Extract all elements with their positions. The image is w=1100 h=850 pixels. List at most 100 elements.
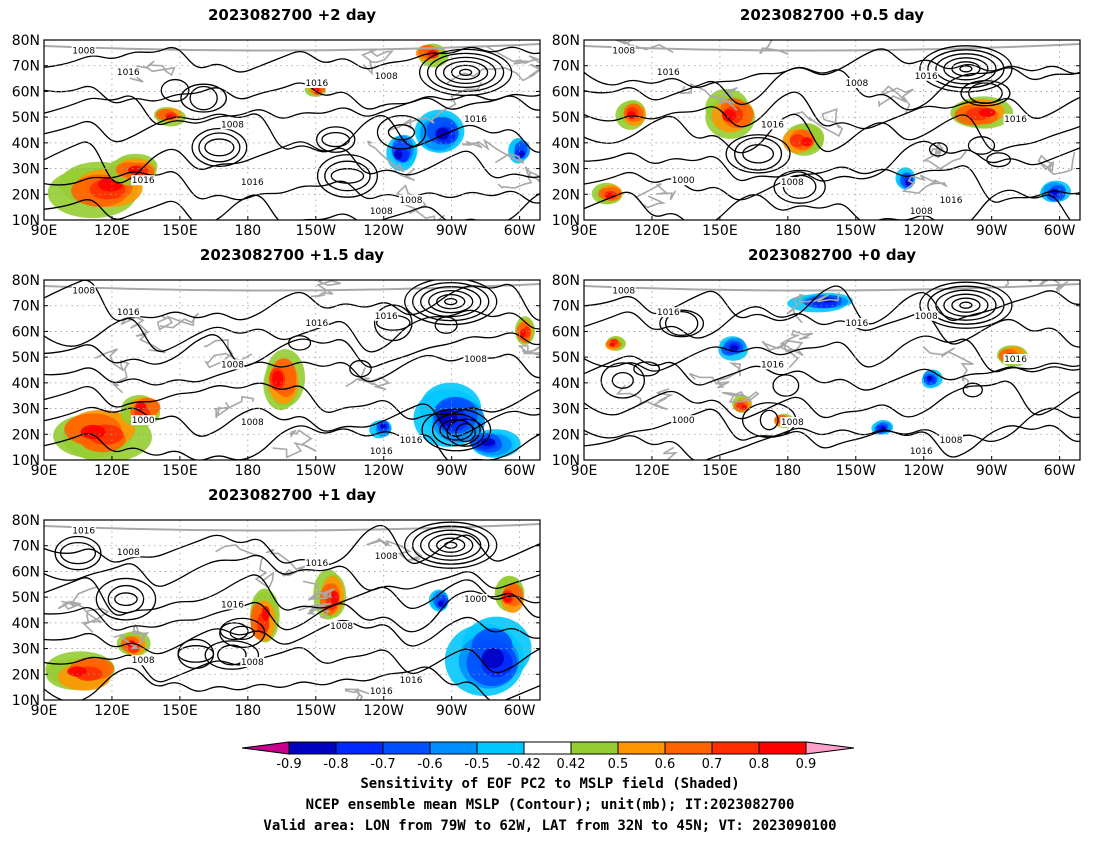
contour-label: 1016: [910, 447, 933, 457]
lat-tick-label: 20N: [552, 427, 580, 443]
lon-tick-label: 90E: [31, 463, 58, 479]
contour-label-bg: [611, 45, 636, 56]
contour-label: 1016: [657, 68, 680, 78]
map-frame: [583, 39, 1081, 221]
lon-tick-label: 120W: [363, 463, 404, 479]
colorbar-label: 0.7: [702, 757, 723, 772]
lat-tick-label: 30N: [12, 402, 40, 418]
shading-patch: [1050, 188, 1059, 196]
isobar: [959, 301, 973, 309]
colorbar-segment: [382, 741, 431, 755]
contour-label-bg: [399, 435, 424, 445]
isobar: [219, 617, 266, 648]
colorbar-segment: [335, 741, 384, 755]
map-content: 1008 1016 1016 1016 1008 1008 1000 1016 1016 1008: [44, 280, 540, 460]
shading-patch: [926, 375, 933, 381]
isobar: [421, 408, 492, 452]
contour-label-bg: [240, 417, 265, 427]
lat-tick-label: 60N: [12, 324, 40, 340]
contour-label-bg: [780, 177, 805, 187]
contour-label: 1016: [370, 687, 393, 697]
contour-label-bg: [369, 445, 394, 456]
isobar: [455, 423, 476, 443]
isobar: [927, 49, 1005, 89]
contour-label: 1008: [375, 552, 398, 562]
coastline: [302, 580, 335, 601]
contour-label: 1016: [761, 360, 784, 370]
contour-label: 1008: [781, 418, 804, 428]
isobar: [962, 382, 983, 398]
isobar: [418, 48, 513, 97]
lat-tick-label: 50N: [12, 590, 40, 606]
lon-tick-label: 150W: [295, 703, 336, 719]
coastline: [366, 140, 416, 182]
isobar: [44, 403, 540, 437]
colorbar-label: 0.9: [796, 757, 817, 772]
contour-label: 1016: [72, 527, 95, 537]
panel-title: 2023082700 +0 day: [748, 246, 916, 264]
shading-patch: [437, 600, 444, 607]
contour-label-bg: [611, 285, 636, 296]
caption-line-1: Sensitivity of EOF PC2 to MSLP field (Sh…: [360, 776, 740, 792]
panel-title: 2023082700 +0.5 day: [740, 6, 924, 24]
coastline: [679, 83, 738, 111]
map-frame: [43, 519, 541, 701]
isobar: [44, 94, 540, 126]
contour-label-bg: [374, 310, 399, 321]
contour-label-bg: [463, 354, 488, 364]
panel-title: 2023082700 +1 day: [208, 486, 376, 504]
shading-patch: [789, 134, 806, 148]
lat-tick-label: 60N: [552, 324, 580, 340]
isobar: [436, 293, 466, 310]
isobar: [107, 584, 145, 614]
isobar: [935, 289, 997, 321]
contour-label: 1016: [1004, 355, 1027, 365]
contour-label: 1008: [464, 355, 487, 365]
coastline: [517, 345, 540, 356]
contour-label-bg: [939, 435, 964, 445]
contour-label: 1008: [781, 178, 804, 188]
isobar: [387, 124, 416, 141]
lon-tick-label: 120E: [634, 463, 670, 479]
contour-label-bg: [71, 525, 96, 536]
lon-tick-label: 60W: [1044, 463, 1076, 479]
shading-patch: [730, 345, 739, 352]
shading-patch: [978, 108, 996, 118]
colorbar-label: -0.7: [370, 757, 395, 772]
contour-label: 1008: [375, 72, 398, 82]
contour-label-bg: [240, 657, 265, 667]
coastline: [486, 46, 540, 65]
isobar: [919, 45, 1013, 93]
lat-tick-label: 20N: [552, 187, 580, 203]
lat-tick-label: 80N: [552, 33, 580, 49]
coastline: [786, 292, 840, 324]
isobar: [44, 82, 540, 110]
contour-label-bg: [760, 359, 785, 370]
isobar: [44, 554, 540, 591]
contour-label-bg: [304, 558, 329, 568]
lat-tick-label: 30N: [552, 162, 580, 178]
contour-label-bg: [329, 621, 354, 631]
lon-tick-label: 90W: [436, 703, 468, 719]
contour-label-bg: [939, 195, 964, 205]
coastline: [584, 283, 1080, 292]
isobar: [431, 413, 481, 447]
isobar: [44, 524, 540, 566]
isobar: [428, 533, 474, 557]
coastline: [901, 174, 948, 195]
isobar: [229, 625, 255, 640]
isobar: [160, 78, 190, 102]
colorbar-label: 0.6: [655, 757, 676, 772]
isobar: [584, 189, 1072, 220]
isobar: [59, 541, 97, 565]
isobar: [404, 280, 498, 326]
contour-label-bg: [780, 417, 805, 427]
coastline: [1037, 152, 1076, 176]
isobar: [434, 56, 497, 89]
lon-tick-label: 120W: [363, 703, 404, 719]
shading-patch: [481, 648, 504, 669]
isobar: [316, 154, 378, 198]
isobar: [584, 48, 1080, 88]
isobar: [44, 616, 540, 655]
contour-label: 1008: [72, 47, 95, 57]
